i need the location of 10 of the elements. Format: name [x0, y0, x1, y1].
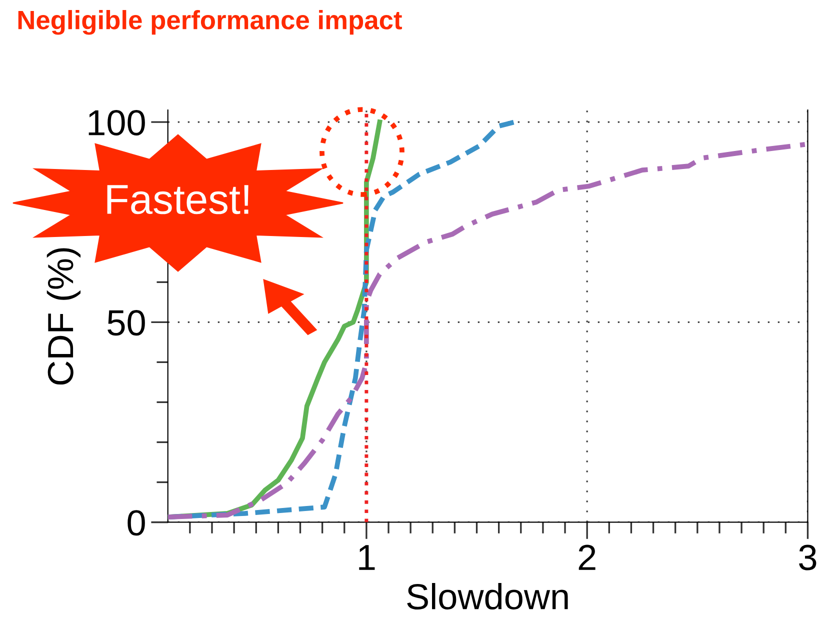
y-tick-label: 0: [128, 510, 145, 536]
y-tick-label: 50: [108, 310, 145, 336]
x-axis-title: Slowdown: [407, 582, 568, 610]
x-tick-label: 2: [578, 544, 596, 570]
x-tick-label: 1: [359, 545, 375, 570]
x-tick-label: 3: [799, 544, 816, 570]
y-tick-label: 100: [88, 110, 145, 136]
annotation: Fastest!: [107, 185, 248, 214]
chart-title: Negligible performance impact: [18, 10, 402, 35]
y-axis-title: CDF (%): [46, 248, 81, 385]
